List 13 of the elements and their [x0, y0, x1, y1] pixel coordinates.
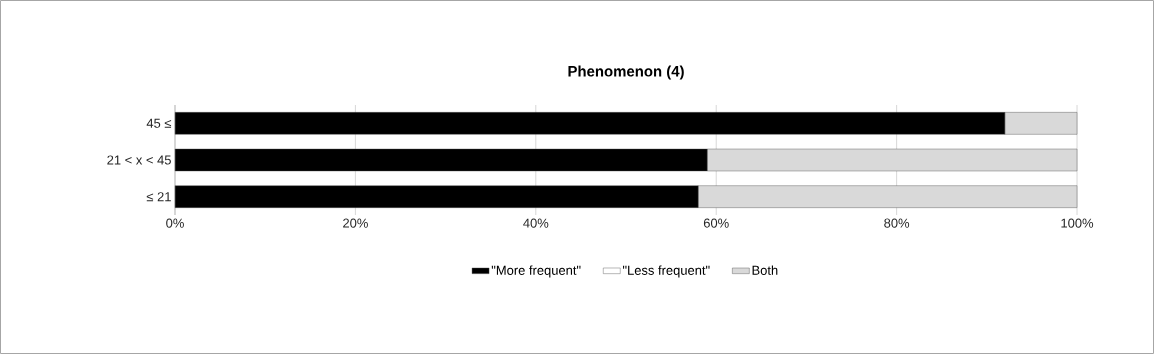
x-tick-label: 60% [703, 218, 729, 228]
x-tick-label: 0% [166, 218, 184, 228]
x-tick-label: 20% [343, 218, 368, 228]
x-tick-label: 80% [884, 218, 910, 228]
y-tick-label: ≤ 21 [146, 192, 171, 202]
y-tick-label: 45 ≤ [146, 118, 172, 128]
legend-label: Both [752, 265, 778, 275]
y-tick-label: 21 < x < 45 [107, 155, 171, 165]
legend-label: "Less frequent" [623, 265, 710, 278]
x-tick-label: 100% [1061, 218, 1094, 228]
x-tick-label: 40% [523, 218, 549, 228]
chart-title: Phenomenon (4) [568, 65, 684, 80]
legend-label: "More frequent" [491, 265, 581, 278]
